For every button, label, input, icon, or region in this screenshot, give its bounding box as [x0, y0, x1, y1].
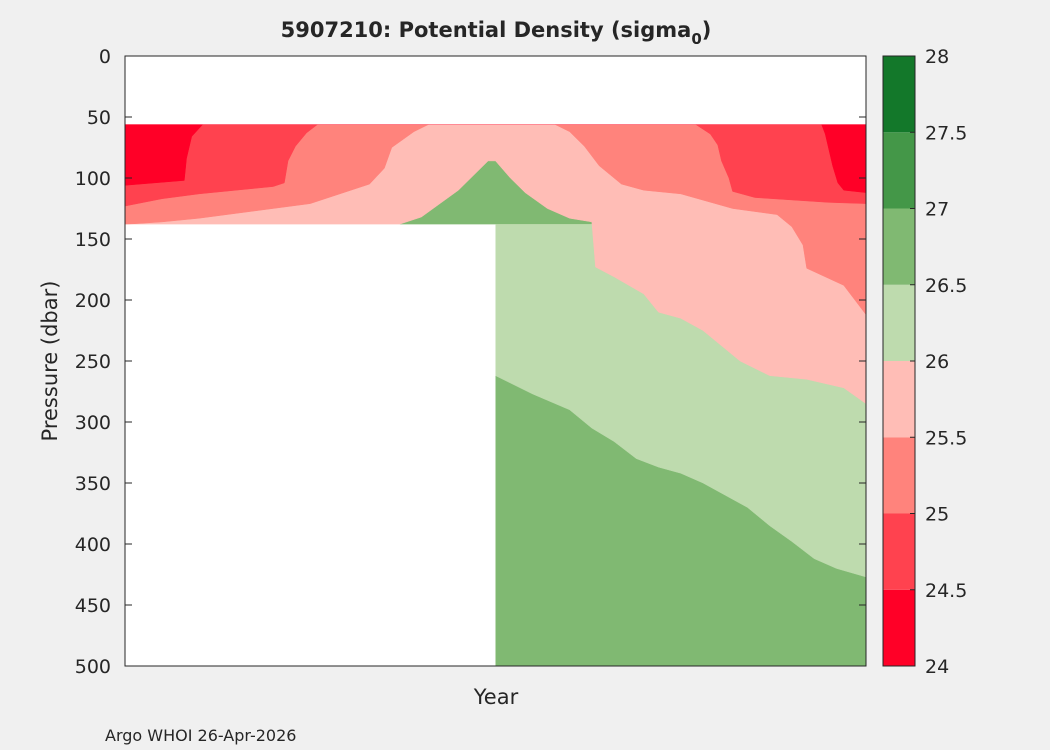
- y-tick-label: 50: [87, 107, 111, 129]
- colorbar-swatch-25.5: [883, 361, 915, 438]
- y-tick-label: 500: [75, 656, 111, 678]
- y-tick-label: 350: [75, 473, 111, 495]
- no-data-region: [125, 224, 496, 666]
- colorbar-tick-label: 25.5: [925, 427, 967, 449]
- chart-title-subscript: 0: [691, 30, 701, 48]
- x-axis-label: Year: [473, 685, 519, 709]
- chart-title-main: 5907210: Potential Density (sigma: [281, 18, 692, 42]
- y-tick-label: 100: [75, 168, 111, 190]
- axes: 0 50 100 150 200 250 300 350 400 450 500: [75, 46, 867, 678]
- y-axis-label: Pressure (dbar): [38, 281, 62, 442]
- colorbar-swatch-24.5: [883, 513, 915, 590]
- y-tick-label: 400: [75, 534, 111, 556]
- colorbar-tick-label: 27: [925, 199, 949, 221]
- chart-title: 5907210: Potential Density (sigma0): [281, 18, 712, 48]
- footer-credit: Argo WHOI 26-Apr-2026: [105, 726, 296, 745]
- colorbar-tick-label: 26: [925, 351, 949, 373]
- y-tick-label: 300: [75, 412, 111, 434]
- y-tick-label: 150: [75, 229, 111, 251]
- y-tick-label: 0: [99, 46, 111, 68]
- colorbar-tick-label: 28: [925, 46, 949, 68]
- colorbar-tick-label: 25: [925, 504, 949, 526]
- colorbar-swatch-25: [883, 437, 915, 514]
- colorbar-swatch-27.5: [883, 56, 915, 133]
- y-tick-label: 200: [75, 290, 111, 312]
- colorbar-swatch-24: [883, 589, 915, 666]
- colorbar-swatch-26: [883, 284, 915, 361]
- chart-title-suffix: ): [702, 18, 712, 42]
- density-band-24.5-25: [125, 124, 866, 207]
- colorbar: 24 24.5 25 25.5 26 26.5 27 27.5 28: [882, 46, 967, 678]
- no-data-region: [125, 56, 866, 125]
- colorbar-tick-label: 26.5: [925, 275, 967, 297]
- colorbar-tick-label: 27.5: [925, 122, 967, 144]
- y-tick-label: 250: [75, 351, 111, 373]
- colorbar-swatch-26.5: [883, 208, 915, 285]
- y-tick-label: 450: [75, 595, 111, 617]
- colorbar-swatch-27: [883, 132, 915, 209]
- density-band-24-24.5: [125, 124, 866, 193]
- plot-area: [125, 56, 866, 666]
- density-band-25-25.5: [125, 124, 866, 316]
- colorbar-tick-label: 24: [925, 656, 949, 678]
- colorbar-tick-label: 24.5: [925, 580, 967, 602]
